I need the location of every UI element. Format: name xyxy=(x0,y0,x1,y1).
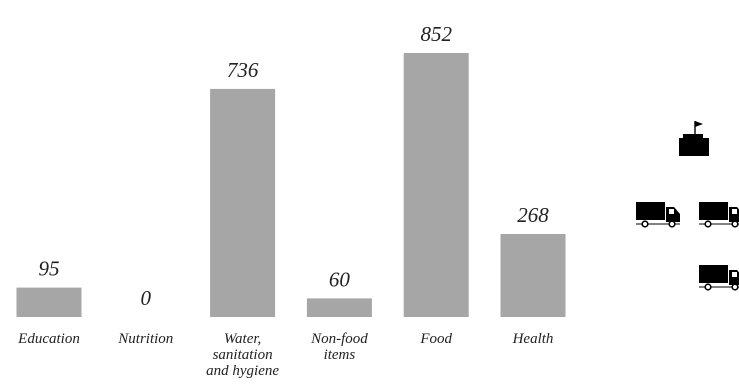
bar xyxy=(16,287,82,317)
bar xyxy=(403,53,469,317)
category-label: Education xyxy=(17,331,80,347)
value-labels-group: 95 0 736 60 852 268 xyxy=(39,22,550,310)
category-label-line: Health xyxy=(512,331,554,347)
bar-value-label: 736 xyxy=(227,58,259,82)
bar-value-label: 268 xyxy=(517,203,549,227)
warehouse-flag-icon xyxy=(679,121,709,156)
category-label-line: sanitation xyxy=(213,347,273,363)
bar xyxy=(500,234,566,317)
bar xyxy=(306,298,372,317)
category-label-line: Water, xyxy=(224,331,261,347)
category-label: Nutrition xyxy=(117,331,173,347)
bar xyxy=(210,88,276,318)
truck-icon xyxy=(699,265,739,291)
category-label-line: Education xyxy=(17,331,80,347)
truck-icon xyxy=(699,202,739,228)
bar-value-label: 95 xyxy=(39,257,60,281)
category-label-line: items xyxy=(324,347,356,363)
bar-value-label: 0 xyxy=(141,286,152,310)
category-label-line: Nutrition xyxy=(117,331,173,347)
category-label: Health xyxy=(512,331,554,347)
bar-value-label: 60 xyxy=(329,267,351,291)
category-label-line: Food xyxy=(419,331,452,347)
bars-group xyxy=(16,53,566,318)
category-label: Non-food items xyxy=(310,331,368,363)
category-label-line: and hygiene xyxy=(206,363,279,379)
category-labels-group: Education Nutrition Water, sanitation and hy… xyxy=(17,331,553,379)
bar-value-label: 852 xyxy=(420,22,452,46)
category-label: Water, sanitation and hygiene xyxy=(206,331,279,379)
category-label: Food xyxy=(419,331,452,347)
category-label-line: Non-food xyxy=(310,331,368,347)
truck-icon xyxy=(636,202,680,228)
